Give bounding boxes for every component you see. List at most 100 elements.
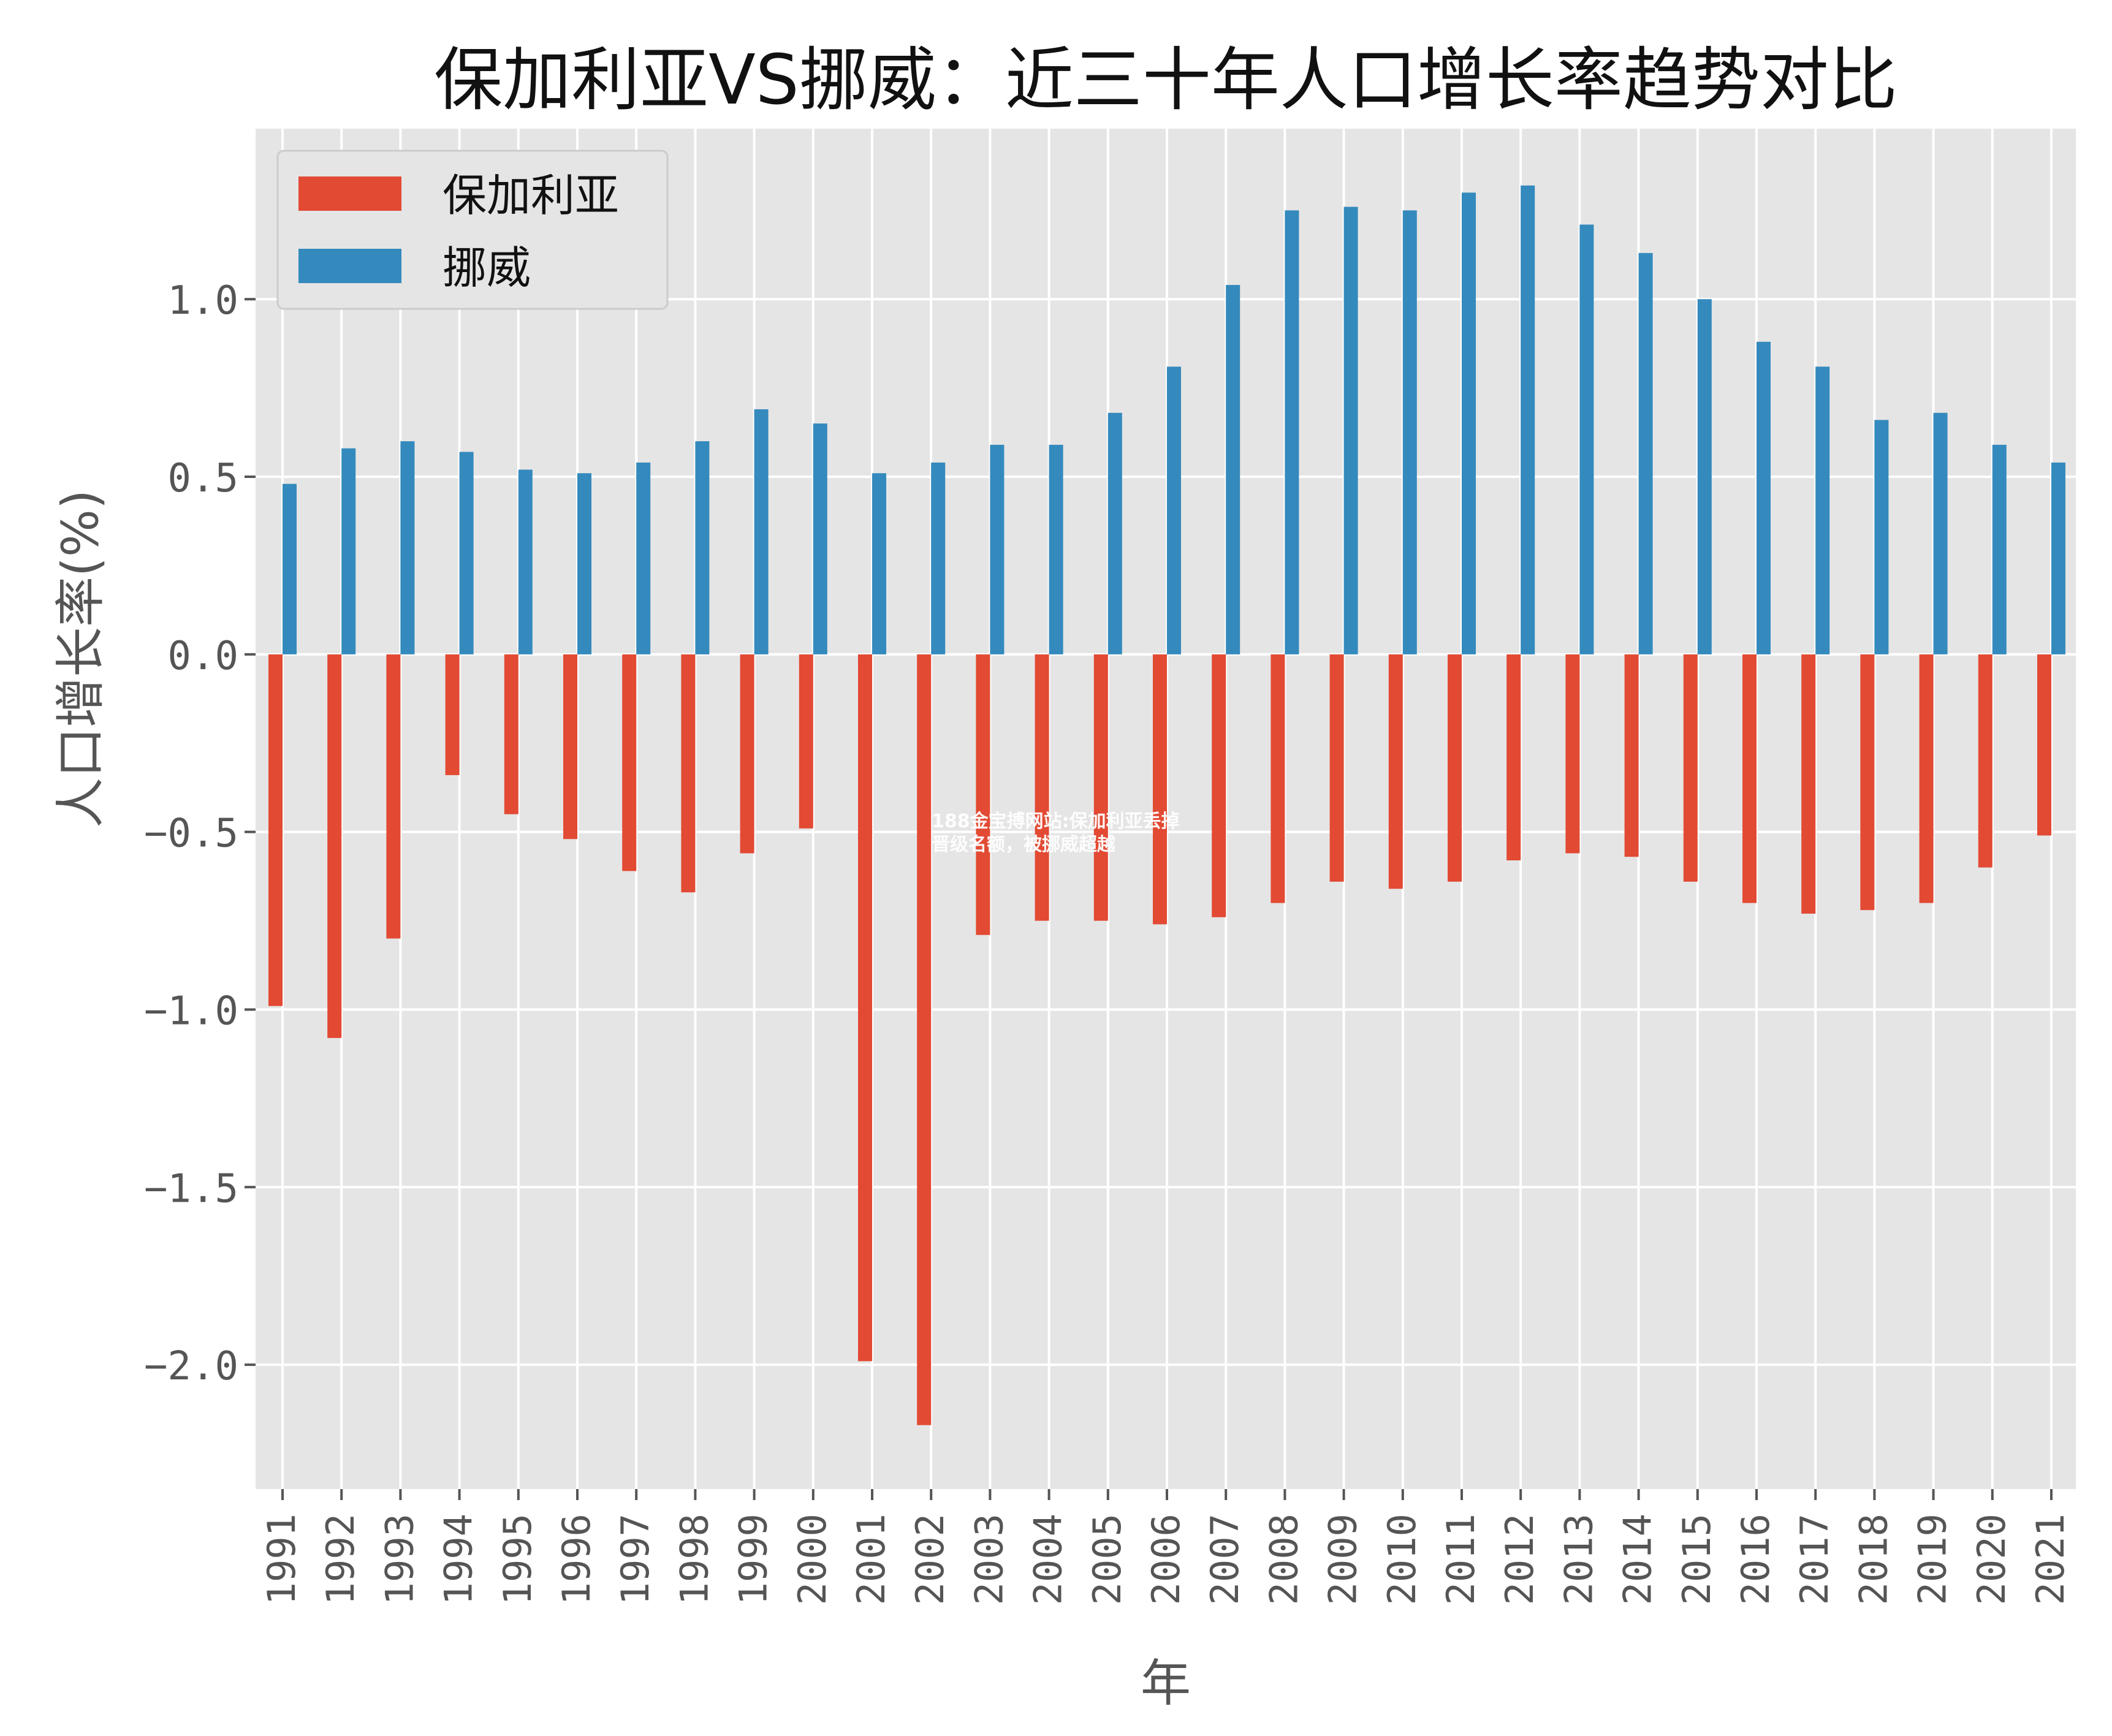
bar-norway	[813, 423, 827, 654]
x-tick-label: 1996	[554, 1514, 599, 1605]
x-tick-label: 2008	[1261, 1514, 1306, 1605]
x-tick-label: 2018	[1851, 1514, 1896, 1605]
bar-bulgaria	[386, 654, 401, 939]
bar-bulgaria	[445, 654, 460, 775]
legend-label-bulgaria: 保加利亚	[443, 170, 619, 221]
bar-bulgaria	[1683, 654, 1698, 882]
bar-bulgaria	[1153, 654, 1167, 925]
x-tick-label: 1995	[495, 1514, 540, 1605]
bar-norway	[1462, 192, 1476, 654]
bar-norway	[931, 462, 946, 654]
x-tick-label: 2015	[1674, 1514, 1719, 1605]
bar-norway	[990, 444, 1005, 654]
bar-bulgaria	[858, 654, 872, 1362]
legend: 保加利亚 挪威	[276, 150, 669, 310]
bar-norway	[1167, 366, 1181, 654]
bar-bulgaria	[1329, 654, 1344, 882]
x-tick-label: 2005	[1085, 1514, 1130, 1605]
bar-bulgaria	[1093, 654, 1108, 921]
x-tick-label: 2009	[1321, 1514, 1366, 1605]
bar-norway	[1933, 412, 1948, 654]
bar-bulgaria	[1801, 654, 1816, 914]
bar-bulgaria	[1978, 654, 1992, 868]
bar-norway	[518, 469, 533, 654]
bar-norway	[636, 462, 651, 654]
y-tick-label: 0.5	[167, 456, 238, 501]
bar-norway	[1697, 299, 1712, 654]
bar-norway	[872, 473, 886, 654]
x-tick-label: 2013	[1556, 1514, 1601, 1605]
bar-norway	[283, 483, 297, 654]
x-tick-label: 2006	[1144, 1514, 1188, 1605]
x-tick-label: 2001	[849, 1514, 894, 1605]
x-tick-label: 1993	[377, 1514, 422, 1605]
bar-bulgaria	[976, 654, 990, 935]
bar-bulgaria	[1860, 654, 1875, 911]
bars	[268, 185, 2065, 1425]
legend-swatch-bulgaria	[298, 176, 401, 211]
y-tick-label: −2.0	[144, 1344, 238, 1389]
axis-ticks: 1.0 0.5 0.0 −0.5 −1.0 −1.5 −2.0 1991 1992 1993 199…	[144, 278, 2073, 1605]
watermark-text: 188金宝搏网站:保加利亚丢掉晋级名额，被挪威超越	[932, 811, 1180, 855]
bar-bulgaria	[681, 654, 696, 893]
bar-norway	[754, 409, 769, 654]
bar-bulgaria	[1388, 654, 1403, 889]
bar-norway	[1285, 210, 1299, 654]
bar-bulgaria	[1271, 654, 1285, 903]
bar-bulgaria	[1919, 654, 1934, 903]
bar-bulgaria	[1212, 654, 1226, 917]
legend-swatch-norway	[298, 249, 401, 283]
x-tick-label: 1992	[318, 1514, 363, 1605]
x-tick-label: 1998	[672, 1514, 716, 1605]
legend-label-norway: 挪威	[443, 242, 531, 294]
x-tick-label: 2010	[1380, 1514, 1424, 1605]
bar-norway	[1521, 185, 1535, 654]
x-tick-label: 2019	[1910, 1514, 1955, 1605]
bar-norway	[1815, 366, 1830, 654]
bar-norway	[1757, 341, 1771, 654]
x-tick-label: 2004	[1026, 1514, 1071, 1605]
bar-norway	[400, 441, 415, 654]
y-axis-label: 人口增长率(%)	[51, 490, 110, 828]
bar-norway	[1226, 285, 1240, 654]
bar-norway	[2051, 462, 2065, 654]
x-tick-label: 2020	[1969, 1514, 2014, 1605]
bar-bulgaria	[1448, 654, 1462, 882]
bar-bulgaria	[563, 654, 577, 840]
x-tick-label: 2007	[1202, 1514, 1247, 1605]
bar-norway	[341, 448, 356, 654]
y-tick-label: 0.0	[167, 634, 238, 679]
x-tick-label: 2002	[908, 1514, 952, 1605]
bar-norway	[1049, 444, 1063, 654]
y-tick-label: −1.5	[144, 1166, 238, 1211]
bar-norway	[1874, 420, 1889, 654]
y-tick-label: −1.0	[144, 988, 238, 1034]
bar-bulgaria	[1742, 654, 1757, 903]
x-tick-label: 2014	[1616, 1514, 1660, 1605]
bar-norway	[1343, 207, 1358, 654]
bar-bulgaria	[1506, 654, 1521, 861]
x-tick-label: 1997	[613, 1514, 658, 1605]
bar-norway	[577, 473, 591, 654]
x-tick-label: 2000	[790, 1514, 835, 1605]
x-tick-label: 1994	[436, 1514, 481, 1605]
bar-bulgaria	[1565, 654, 1580, 854]
bar-norway	[459, 452, 474, 654]
x-tick-label: 1991	[259, 1514, 304, 1605]
bar-norway	[1638, 252, 1653, 654]
bar-bulgaria	[622, 654, 637, 871]
bar-norway	[695, 441, 710, 654]
bar-bulgaria	[917, 654, 932, 1425]
x-axis-label: 年	[1140, 1655, 1191, 1713]
bar-bulgaria	[268, 654, 283, 1006]
bar-bulgaria	[327, 654, 342, 1038]
bar-bulgaria	[1035, 654, 1049, 921]
x-tick-label: 2012	[1497, 1514, 1542, 1605]
bar-norway	[1107, 412, 1122, 654]
bar-norway	[1992, 444, 2007, 654]
bar-bulgaria	[799, 654, 813, 828]
bar-bulgaria	[504, 654, 519, 814]
bar-bulgaria	[740, 654, 754, 854]
